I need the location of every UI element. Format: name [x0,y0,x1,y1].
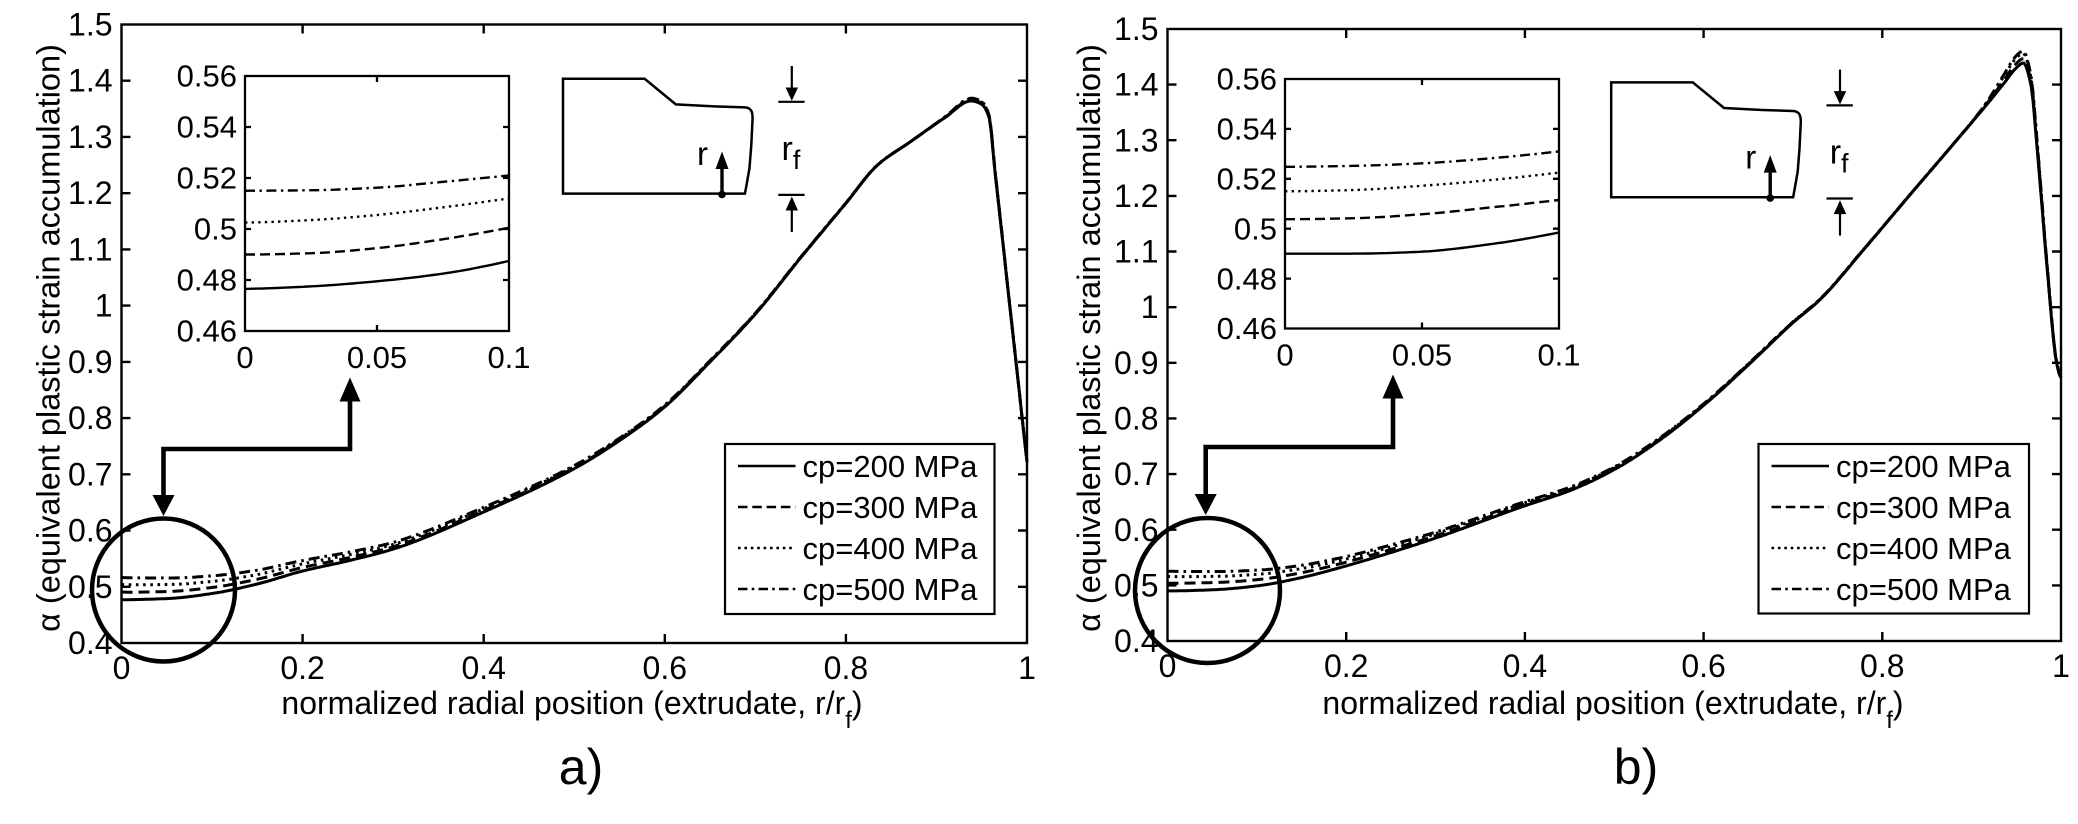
svg-text:1.2: 1.2 [1114,178,1158,214]
svg-text:0.9: 0.9 [1114,345,1158,381]
svg-text:0.6: 0.6 [68,513,112,549]
svg-text:a): a) [559,739,603,795]
svg-text:1.3: 1.3 [68,119,112,155]
svg-text:1.1: 1.1 [1114,234,1158,270]
svg-text:0.6: 0.6 [643,650,687,686]
svg-text:0.5: 0.5 [1234,211,1277,246]
svg-text:0.05: 0.05 [1392,338,1452,373]
svg-text:0.6: 0.6 [1681,648,1725,684]
svg-text:cp=400 MPa: cp=400 MPa [1836,531,2012,566]
svg-text:0.56: 0.56 [1217,62,1277,97]
svg-text:0: 0 [1276,338,1293,373]
svg-text:0: 0 [1159,648,1177,684]
svg-text:cp=400 MPa: cp=400 MPa [803,531,979,566]
svg-text:1.3: 1.3 [1114,122,1158,158]
svg-text:0.52: 0.52 [1217,162,1277,197]
svg-text:0.8: 0.8 [68,400,112,436]
svg-text:0.5: 0.5 [194,212,237,247]
svg-text:cp=200 MPa: cp=200 MPa [803,449,979,484]
svg-text:α (equivalent plastic strain a: α (equivalent plastic strain accumulatio… [31,44,67,632]
svg-text:0.1: 0.1 [1537,338,1580,373]
svg-text:cp=200 MPa: cp=200 MPa [1836,449,2012,484]
svg-text:0.4: 0.4 [461,650,505,686]
svg-text:0.9: 0.9 [68,344,112,380]
svg-text:0.4: 0.4 [1114,623,1158,659]
svg-text:α (equivalent plastic strain a: α (equivalent plastic strain accumulatio… [1071,44,1107,632]
svg-text:cp=500 MPa: cp=500 MPa [1836,572,2012,607]
svg-text:1.5: 1.5 [1114,11,1158,47]
svg-text:cp=300 MPa: cp=300 MPa [1836,490,2012,525]
svg-text:1.2: 1.2 [68,175,112,211]
svg-text:0.8: 0.8 [824,650,868,686]
svg-text:0.48: 0.48 [177,263,237,298]
svg-text:1.1: 1.1 [68,231,112,267]
svg-text:0.7: 0.7 [68,456,112,492]
svg-text:0.7: 0.7 [1114,456,1158,492]
svg-text:0.8: 0.8 [1114,401,1158,437]
svg-text:1: 1 [1018,650,1036,686]
svg-text:1: 1 [2052,648,2070,684]
svg-text:0: 0 [236,340,253,375]
svg-text:0.52: 0.52 [177,161,237,196]
svg-text:1.4: 1.4 [1114,67,1158,103]
svg-text:cp=300 MPa: cp=300 MPa [803,490,979,525]
svg-text:0.1: 0.1 [487,340,530,375]
svg-text:0.4: 0.4 [1503,648,1547,684]
svg-text:0.46: 0.46 [1217,311,1277,346]
svg-text:0.46: 0.46 [177,314,237,349]
svg-text:1: 1 [1141,289,1159,325]
svg-text:cp=500 MPa: cp=500 MPa [803,572,979,607]
svg-text:0.48: 0.48 [1217,261,1277,296]
svg-text:b): b) [1614,739,1658,795]
svg-text:1.4: 1.4 [68,63,112,99]
svg-text:0.05: 0.05 [347,340,407,375]
svg-text:0.2: 0.2 [280,650,324,686]
svg-text:1: 1 [95,288,113,324]
svg-text:r: r [697,135,708,172]
svg-text:0.54: 0.54 [177,110,237,145]
svg-text:0.54: 0.54 [1217,112,1277,147]
svg-text:0.56: 0.56 [177,59,237,94]
svg-text:r: r [1745,139,1756,176]
svg-text:0.2: 0.2 [1324,648,1368,684]
svg-text:0.8: 0.8 [1860,648,1904,684]
svg-text:1.5: 1.5 [68,7,112,43]
svg-text:0: 0 [113,650,131,686]
